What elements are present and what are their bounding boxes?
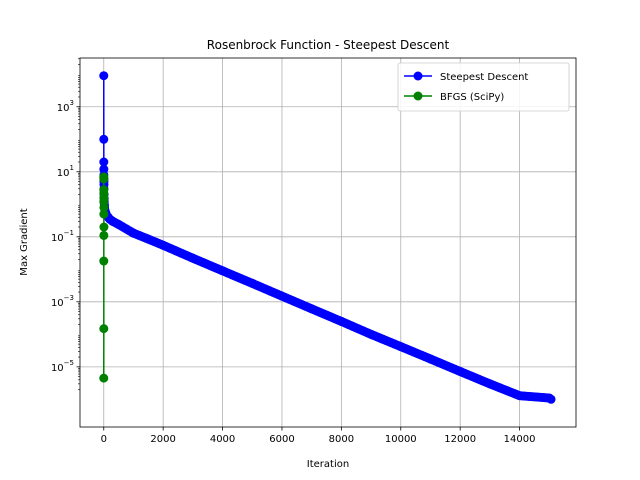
- x-tick-label: 8000: [329, 434, 354, 445]
- x-tick-label: 0: [101, 434, 107, 445]
- data-point: [99, 230, 109, 240]
- data-point: [99, 71, 109, 81]
- x-tick-label: 14000: [504, 434, 536, 445]
- plot-frame: [79, 57, 577, 428]
- legend-box: [397, 62, 570, 112]
- data-point: [99, 202, 109, 212]
- legend-swatch-marker: [413, 71, 423, 81]
- legend-item: Steepest Descent: [404, 71, 528, 83]
- x-axis-label: Iteration: [307, 459, 349, 470]
- data-point: [99, 174, 109, 184]
- x-tick-label: 12000: [444, 434, 476, 445]
- legend-item: BFGS (SciPy): [404, 91, 504, 103]
- data-point: [99, 324, 109, 334]
- dense-markers: [102, 211, 556, 404]
- data-point: [99, 157, 109, 167]
- data-point: [99, 222, 109, 232]
- data-point: [99, 256, 109, 266]
- legend-swatch-marker: [413, 91, 423, 101]
- x-tick-label: 10000: [385, 434, 417, 445]
- legend-label: Steepest Descent: [440, 72, 528, 83]
- x-tick-label: 4000: [210, 434, 235, 445]
- x-tick-label: 6000: [269, 434, 294, 445]
- series-bfgs: [99, 172, 109, 383]
- legend: Steepest Descent BFGS (SciPy): [397, 62, 570, 112]
- data-point: [99, 373, 109, 383]
- chart-title: Rosenbrock Function - Steepest Descent: [207, 38, 450, 52]
- series-layer: [99, 71, 556, 404]
- y-axis-label: Max Gradient: [19, 208, 30, 275]
- x-axis-ticks: 0 2000 4000 6000 8000 10000 12000 14000: [101, 427, 536, 445]
- series-steepest-descent: [99, 71, 556, 404]
- data-point: [99, 134, 109, 144]
- data-point: [99, 209, 109, 219]
- legend-label: BFGS (SciPy): [440, 92, 504, 103]
- x-tick-label: 2000: [150, 434, 175, 445]
- data-point: [546, 394, 556, 404]
